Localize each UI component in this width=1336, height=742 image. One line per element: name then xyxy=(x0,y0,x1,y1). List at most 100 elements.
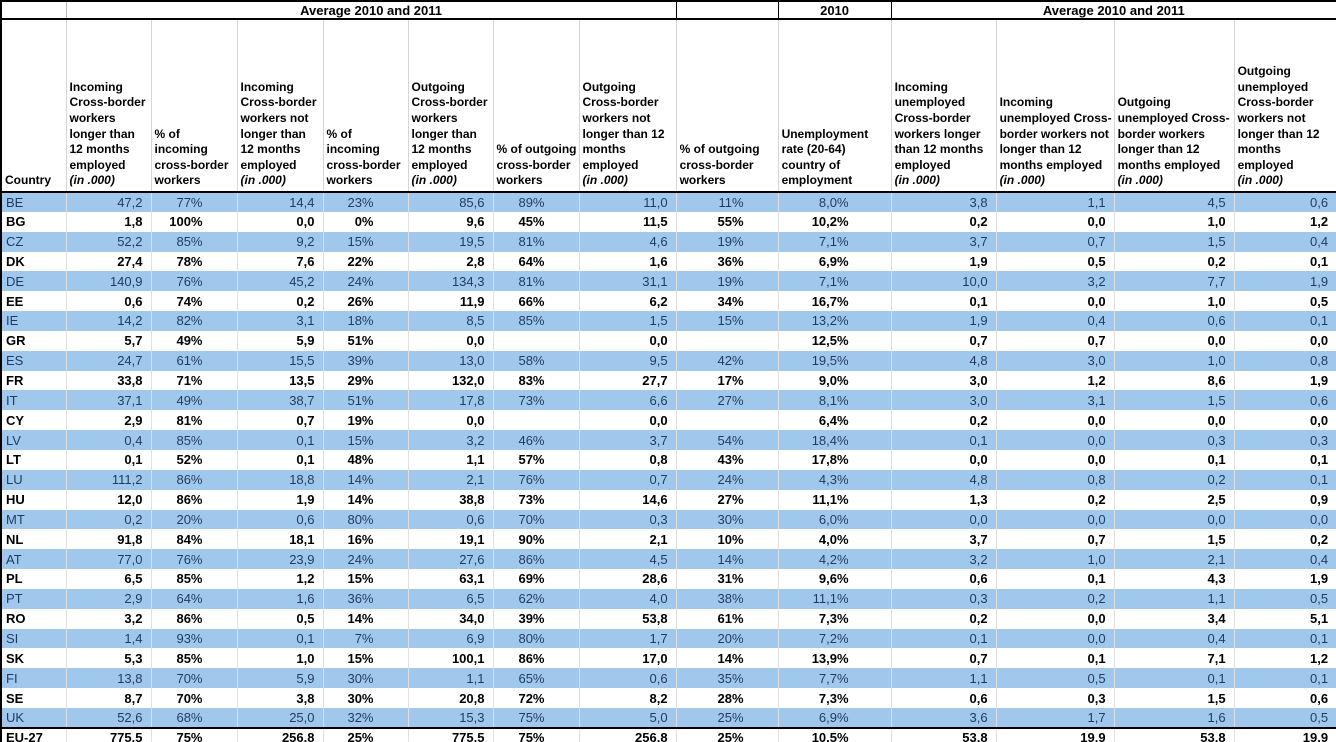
country-cell: BE xyxy=(1,192,67,212)
value-cell: 27,4 xyxy=(66,251,152,272)
column-header-unit: (in .000) xyxy=(894,173,940,188)
value-cell: 0,2 xyxy=(1114,469,1235,490)
value-cell: 15% xyxy=(676,311,779,331)
value-cell: 14% xyxy=(323,469,409,490)
value-cell: 8,5 xyxy=(408,311,494,331)
value-cell: 76% xyxy=(493,469,580,490)
country-cell: MT xyxy=(1,509,67,530)
value-cell: 5,1 xyxy=(1234,608,1336,629)
value-cell: 3,1 xyxy=(237,311,324,331)
value-cell: 775,5 xyxy=(408,726,494,742)
value-cell: 1,6 xyxy=(579,251,677,272)
value-cell: 1,4 xyxy=(66,628,152,649)
value-cell: 1,5 xyxy=(1114,390,1235,411)
value-cell: 11,9 xyxy=(408,291,494,312)
value-cell: 2,1 xyxy=(1114,549,1235,570)
value-cell: 54% xyxy=(676,430,779,450)
value-cell: 55% xyxy=(676,211,779,232)
value-cell: 81% xyxy=(493,231,580,252)
value-cell: 86% xyxy=(151,469,238,490)
value-cell: 75% xyxy=(493,707,580,728)
value-cell: 1,9 xyxy=(1234,569,1336,589)
value-cell: 4,2% xyxy=(778,549,892,570)
value-cell: 38,8 xyxy=(408,489,494,510)
column-header: Outgoing unemployed Cross-border workers… xyxy=(1114,19,1235,193)
table-row: CY 2,9 81% 0,7 19% 0,0 0,0 6,4% 0,2 0,0 0,0 0,0 xyxy=(1,410,1336,431)
value-cell: 4,0 xyxy=(579,588,677,609)
table-header: Average 2010 and 2011 2010 Average 2010 an… xyxy=(1,1,1336,193)
value-cell: 52,2 xyxy=(66,231,152,252)
value-cell: 0,1 xyxy=(1234,469,1336,490)
value-cell: 0,3 xyxy=(996,688,1115,708)
value-cell: 3,0 xyxy=(891,390,997,411)
value-cell: 3,2 xyxy=(996,271,1115,292)
value-cell: 63,1 xyxy=(408,569,494,589)
value-cell: 15% xyxy=(323,231,409,252)
value-cell: 24,7 xyxy=(66,350,152,371)
value-cell: 6,5 xyxy=(408,588,494,609)
value-cell: 53,8 xyxy=(1114,726,1235,742)
value-cell: 14% xyxy=(676,648,779,669)
value-cell: 3,4 xyxy=(1114,608,1235,629)
value-cell: 31% xyxy=(676,569,779,589)
country-cell: RO xyxy=(1,608,67,629)
value-cell: 25% xyxy=(323,726,409,742)
value-cell: 30% xyxy=(323,688,409,708)
value-cell: 0,0 xyxy=(996,430,1115,450)
value-cell: 1,5 xyxy=(1114,529,1235,550)
value-cell: 70% xyxy=(151,668,238,689)
country-cell: DE xyxy=(1,271,67,292)
value-cell: 85% xyxy=(151,648,238,669)
value-cell: 1,9 xyxy=(891,251,997,272)
country-cell: BG xyxy=(1,211,67,232)
value-cell: 0,4 xyxy=(1234,231,1336,252)
period-header-empty xyxy=(675,1,779,20)
value-cell: 3,0 xyxy=(996,350,1115,371)
value-cell: 0,6 xyxy=(1234,688,1336,708)
value-cell: 7,1 xyxy=(1114,648,1235,669)
value-cell: 7% xyxy=(323,628,409,649)
value-cell: 0,1 xyxy=(891,430,997,450)
value-cell: 51% xyxy=(323,390,409,411)
country-cell: PT xyxy=(1,588,67,609)
value-cell: 1,2 xyxy=(1234,648,1336,669)
column-header-unit: (in .000) xyxy=(999,173,1045,188)
value-cell: 5,9 xyxy=(237,330,324,351)
country-cell: UK xyxy=(1,707,67,728)
value-cell: 0,0 xyxy=(237,211,324,232)
value-cell: 0,5 xyxy=(1234,291,1336,312)
value-cell: 0,1 xyxy=(1234,628,1336,649)
column-header: Outgoing Cross-border workers not longer… xyxy=(579,19,677,193)
column-header: % of incoming cross-border workers xyxy=(323,19,409,193)
value-cell: 1,9 xyxy=(1234,271,1336,292)
value-cell: 0,8 xyxy=(1234,350,1336,371)
table-row: ES 24,7 61% 15,5 39% 13,0 58% 9,5 42% 19,5% 4,8 3,0… xyxy=(1,350,1336,371)
value-cell xyxy=(676,330,779,351)
column-header: Incoming unemployed Cross-border workers… xyxy=(996,19,1115,193)
value-cell: 73% xyxy=(493,390,580,411)
value-cell: 85% xyxy=(493,311,580,331)
column-header-unit: (in .000) xyxy=(1237,173,1283,188)
value-cell: 27% xyxy=(676,390,779,411)
value-cell: 72% xyxy=(493,688,580,708)
value-cell: 0,5 xyxy=(996,251,1115,272)
table-row: UK 52,6 68% 25,0 32% 15,3 75% 5,0 25% 6,9% 3,6 1,7 1… xyxy=(1,707,1336,728)
value-cell: 23,9 xyxy=(237,549,324,570)
value-cell: 38% xyxy=(676,588,779,609)
value-cell: 15% xyxy=(323,430,409,450)
value-cell: 0,2 xyxy=(1234,529,1336,550)
value-cell: 85% xyxy=(151,430,238,450)
value-cell: 3,7 xyxy=(891,529,997,550)
column-header-unit: (in .000) xyxy=(69,173,115,188)
value-cell: 23% xyxy=(323,192,409,212)
value-cell: 27,6 xyxy=(408,549,494,570)
value-cell: 0,3 xyxy=(1114,430,1235,450)
value-cell: 0,0 xyxy=(1234,410,1336,431)
value-cell: 0,1 xyxy=(237,449,324,470)
value-cell: 24% xyxy=(323,549,409,570)
value-cell: 1,0 xyxy=(1114,211,1235,232)
column-header-unit: (in .000) xyxy=(1117,173,1163,188)
value-cell xyxy=(676,410,779,431)
value-cell: 0,0 xyxy=(1234,509,1336,530)
